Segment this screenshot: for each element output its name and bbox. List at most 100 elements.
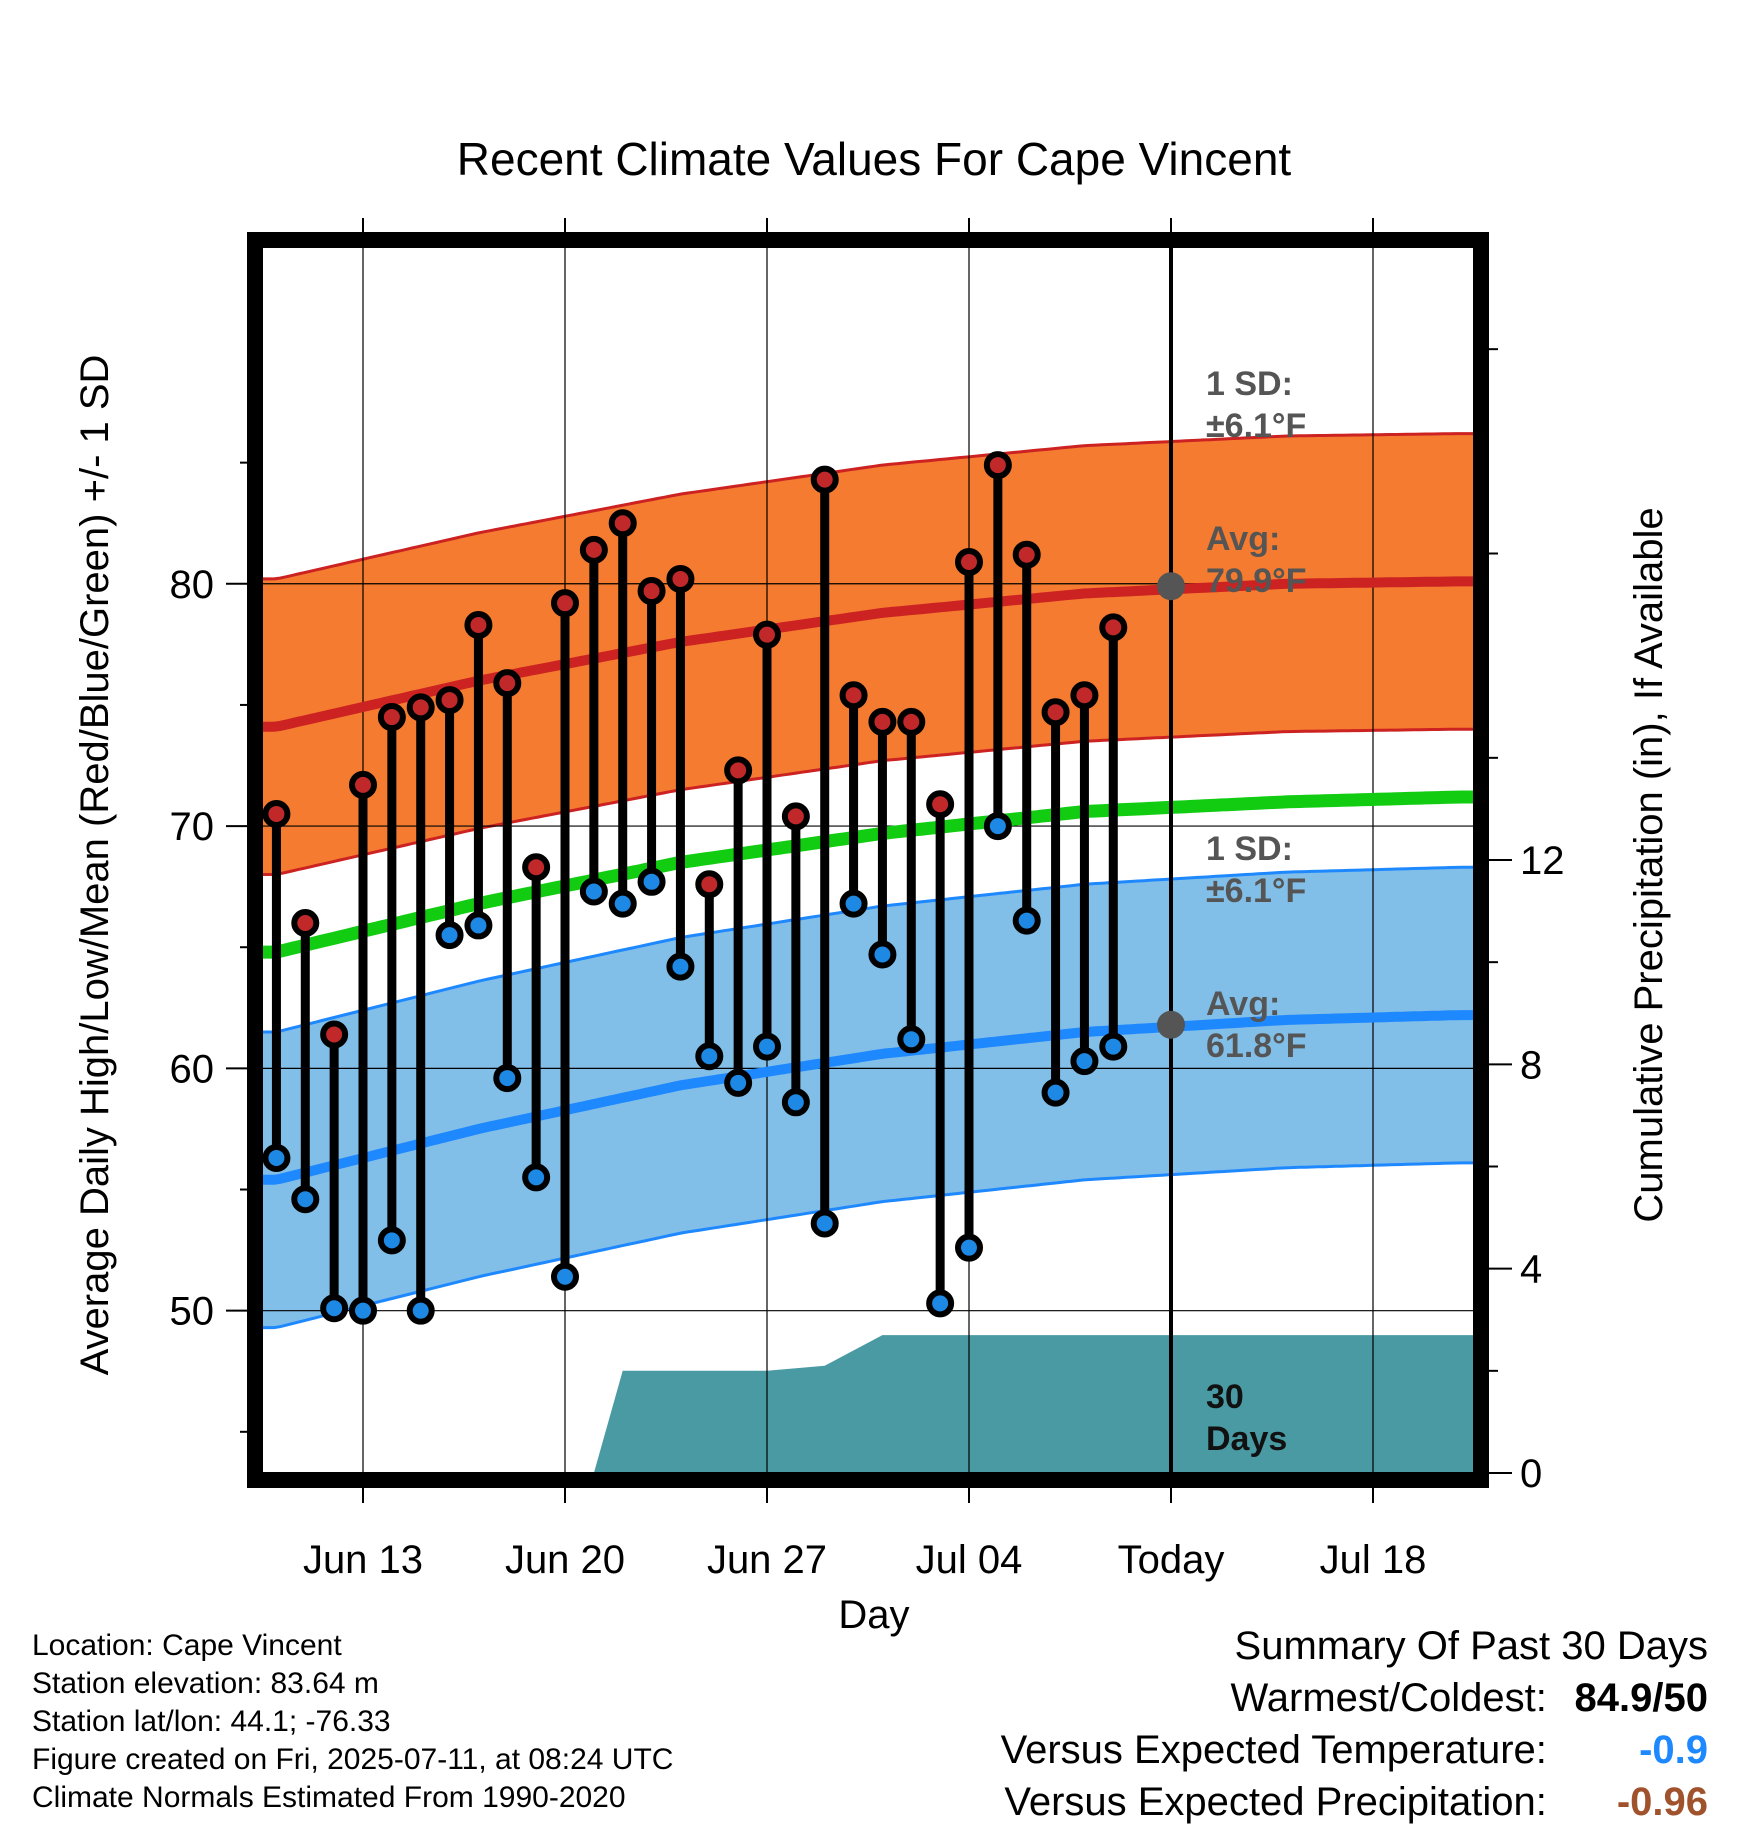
summary-temp-value: -0.9	[1639, 1728, 1708, 1772]
daily-high-point	[839, 681, 868, 710]
avg-low-line	[262, 1010, 1474, 1185]
daily-low-point	[435, 921, 464, 950]
daily-low-point	[1041, 1078, 1070, 1107]
y-tick-label: 80	[170, 563, 215, 607]
summary-temp-label: Versus Expected Temperature:	[1000, 1728, 1547, 1772]
daily-high-point	[291, 908, 320, 937]
daily-low-point	[522, 1163, 551, 1192]
info-created: Figure created on Fri, 2025-07-11, at 08…	[32, 1743, 674, 1776]
summary-warmest-coldest-value: 84.9/50	[1574, 1676, 1708, 1720]
high-upper-sd-line	[262, 432, 1474, 581]
station-info: Location: Cape Vincent Station elevation…	[32, 1627, 673, 1817]
low-lower-sd-line	[262, 1161, 1474, 1330]
y2-tick-label: 4	[1520, 1248, 1542, 1292]
low-sd-annotation: 1 SD: ±6.1°F	[1206, 830, 1306, 910]
daily-low-point	[868, 940, 897, 969]
daily-high-point	[1041, 698, 1070, 727]
daily-low-point	[897, 1025, 926, 1054]
high-avg-annotation: Avg: 79.9°F	[1206, 520, 1307, 600]
daily-high-point	[983, 451, 1012, 480]
summary-temp: Versus Expected Temperature: -0.9	[1001, 1724, 1708, 1776]
daily-high-point	[955, 547, 983, 576]
precip-days-annotation: 30 Days	[1206, 1378, 1287, 1458]
daily-high-point	[320, 1020, 349, 1049]
daily-low-point	[926, 1289, 955, 1318]
daily-low-point	[1070, 1047, 1099, 1076]
x-tick-label: Jun 20	[505, 1538, 625, 1582]
high-sd-annotation: 1 SD: ±6.1°F	[1206, 365, 1306, 445]
high-sd-band	[262, 433, 1474, 875]
daily-high-point	[695, 870, 724, 899]
y-tick-label: 60	[170, 1047, 215, 1091]
daily-low-point	[320, 1294, 349, 1323]
x-tick-label: Today	[1118, 1538, 1225, 1582]
daily-low-point	[406, 1296, 435, 1325]
precipitation-area	[276, 1335, 1474, 1473]
daily-high-point	[1099, 613, 1128, 642]
plot-frame	[247, 232, 1489, 1488]
daily-low-point	[1099, 1032, 1128, 1061]
daily-high-point	[666, 564, 695, 593]
daily-high-point	[349, 770, 377, 799]
summary-precip-label: Versus Expected Precipitation:	[1004, 1780, 1547, 1824]
avg-mean-line	[262, 790, 1474, 959]
low-upper-sd-line	[262, 865, 1474, 1034]
daily-high-point	[1070, 681, 1099, 710]
daily-low-point	[781, 1088, 810, 1117]
today-high-avg-marker	[1157, 572, 1185, 601]
daily-high-point	[493, 669, 522, 698]
daily-high-point	[406, 693, 435, 722]
daily-high-point	[810, 465, 839, 494]
y2-tick-label: 12	[1520, 839, 1565, 883]
plot-area: Jun 13 Jun 20 Jun 27 Jul 04 Today Jul 18 50 60 7…	[170, 218, 1565, 1582]
daily-low-point	[262, 1144, 291, 1173]
daily-low-point	[349, 1296, 377, 1325]
info-latlon: Station lat/lon: 44.1; -76.33	[32, 1705, 391, 1738]
daily-low-point	[753, 1032, 781, 1061]
x-tick-label: Jun 13	[303, 1538, 423, 1582]
daily-high-point	[1012, 540, 1041, 569]
daily-low-point	[551, 1262, 579, 1291]
summary-precip-value: -0.96	[1616, 1780, 1708, 1824]
x-tick-label: Jul 04	[916, 1538, 1023, 1582]
daily-low-point	[579, 877, 608, 906]
daily-low-point	[637, 867, 666, 896]
daily-low-point	[608, 889, 637, 918]
daily-high-point	[897, 707, 926, 736]
daily-high-point	[724, 756, 753, 785]
daily-low-point	[810, 1209, 839, 1238]
daily-low-point	[695, 1042, 724, 1071]
info-elevation: Station elevation: 83.64 m	[32, 1667, 379, 1700]
avg-high-line	[262, 576, 1474, 732]
daily-high-point	[753, 620, 781, 649]
daily-high-point	[522, 853, 551, 882]
x-tick-label: Jun 27	[707, 1538, 827, 1582]
daily-low-point	[291, 1185, 320, 1214]
chart-title: Recent Climate Values For Cape Vincent	[457, 133, 1292, 185]
daily-high-point	[608, 509, 637, 538]
daily-low-point	[493, 1064, 522, 1093]
daily-high-point	[579, 535, 608, 564]
daily-high-point	[551, 589, 579, 618]
x-axis-label: Day	[838, 1593, 909, 1637]
daily-high-point	[868, 707, 897, 736]
daily-low-point	[1012, 906, 1041, 935]
summary-warmest-coldest: Warmest/Coldest: 84.9/50	[1001, 1672, 1709, 1724]
today-low-avg-marker	[1157, 1010, 1185, 1039]
daily-low-point	[724, 1068, 753, 1097]
daily-high-point	[464, 610, 493, 639]
summary-heading: Summary Of Past 30 Days	[1234, 1624, 1708, 1668]
y-axis-label: Average Daily High/Low/Mean (Red/Blue/Gr…	[73, 355, 117, 1376]
daily-low-point	[983, 812, 1012, 841]
daily-low-point	[955, 1233, 983, 1262]
summary-precip: Versus Expected Precipitation: -0.96	[1001, 1776, 1708, 1828]
daily-high-point	[926, 790, 955, 819]
y-tick-label: 50	[170, 1290, 215, 1334]
daily-low-point	[377, 1226, 406, 1255]
summary-warmest-coldest-label: Warmest/Coldest:	[1230, 1676, 1547, 1720]
info-location: Location: Cape Vincent	[32, 1629, 342, 1662]
summary-panel: Summary Of Past 30 Days Warmest/Coldest:…	[1001, 1620, 1708, 1828]
daily-low-point	[666, 952, 695, 981]
daily-high-point	[377, 703, 406, 732]
